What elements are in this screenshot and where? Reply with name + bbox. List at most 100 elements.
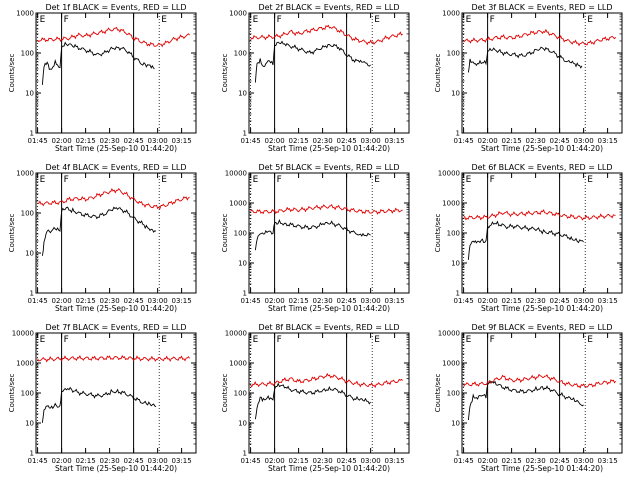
chart-title: Det 5f BLACK = Events, RED = LLD xyxy=(258,163,399,172)
chart-panel-8: Det 8f BLACK = Events, RED = LLD 1 10 100 10… xyxy=(221,323,410,473)
x-tick-label: 03:15 xyxy=(598,457,618,465)
x-tick-label: 02:30 xyxy=(313,137,333,145)
y-tick-label: 10 xyxy=(451,420,460,428)
x-tick-label: 02:15 xyxy=(289,297,309,305)
y-tick-label: 1000 xyxy=(442,360,460,368)
lld-series-line xyxy=(37,187,190,210)
lld-series-line xyxy=(463,209,616,221)
y-tick-label: 1 xyxy=(243,130,247,138)
x-tick-label: 02:00 xyxy=(265,297,285,305)
chart-panel-7: Det 7f BLACK = Events, RED = LLD 1 10 100 10… xyxy=(8,323,197,473)
y-axis-label: Counts/sec xyxy=(434,214,442,253)
x-axis-label: Start Time (25-Sep-10 01:44:20) xyxy=(481,144,603,153)
x-tick-label: 02:15 xyxy=(76,137,96,145)
x-tick-label: 02:30 xyxy=(526,137,546,145)
y-tick-label: 1000 xyxy=(442,200,460,208)
y-axis-label: Counts/sec xyxy=(8,374,16,413)
events-series-line xyxy=(467,380,584,421)
y-tick-label: 10 xyxy=(25,90,34,98)
x-axis-label: Start Time (25-Sep-10 01:44:20) xyxy=(268,144,390,153)
y-tick-label: 10 xyxy=(25,250,34,258)
x-tick-label: 02:45 xyxy=(550,137,570,145)
chart-panel-6: Det 6f BLACK = Events, RED = LLD 1 10 100 10… xyxy=(434,163,623,313)
x-tick-label: 02:30 xyxy=(313,297,333,305)
marker-label: E xyxy=(587,335,593,345)
x-tick-label: 02:00 xyxy=(478,297,498,305)
x-tick-label: 03:15 xyxy=(172,457,192,465)
chart-title: Det 3f BLACK = Events, RED = LLD xyxy=(471,3,612,12)
plot-frame xyxy=(35,12,197,134)
x-tick-label: 03:15 xyxy=(172,297,192,305)
y-tick-label: 100 xyxy=(447,50,460,58)
x-tick-label: 02:00 xyxy=(52,457,72,465)
marker-label: E xyxy=(253,15,259,25)
y-tick-label: 1000 xyxy=(442,10,460,18)
y-tick-label: 1 xyxy=(456,290,460,298)
x-tick-label: 02:45 xyxy=(550,457,570,465)
plot-frame xyxy=(35,172,197,294)
plot-frame xyxy=(461,12,623,134)
y-tick-label: 10 xyxy=(238,90,247,98)
lld-series-line xyxy=(463,28,616,47)
x-tick-label: 01:45 xyxy=(454,297,474,305)
marker-label: E xyxy=(374,175,380,185)
chart-panel-4: Det 4f BLACK = Events, RED = LLD 1 10 100 10… xyxy=(8,163,197,313)
y-tick-label: 10 xyxy=(25,420,34,428)
x-axis-label: Start Time (25-Sep-10 01:44:20) xyxy=(55,464,177,473)
x-tick-label: 03:00 xyxy=(361,457,381,465)
y-tick-label: 1 xyxy=(456,450,460,458)
marker-label: E xyxy=(466,15,472,25)
chart-title: Det 1f BLACK = Events, RED = LLD xyxy=(45,3,186,12)
chart-title: Det 6f BLACK = Events, RED = LLD xyxy=(471,163,612,172)
x-tick-label: 02:15 xyxy=(289,457,309,465)
x-tick-label: 03:15 xyxy=(172,137,192,145)
y-tick-label: 100 xyxy=(447,390,460,398)
x-tick-label: 03:00 xyxy=(574,297,594,305)
x-tick-label: 02:30 xyxy=(313,457,333,465)
x-tick-label: 02:30 xyxy=(526,297,546,305)
chart-panel-3: Det 3f BLACK = Events, RED = LLD 1 10 100 10… xyxy=(434,3,623,153)
x-tick-label: 02:15 xyxy=(76,297,96,305)
y-tick-label: 10000 xyxy=(438,330,460,338)
x-tick-label: 02:15 xyxy=(76,457,96,465)
lld-series-line xyxy=(37,26,190,48)
y-tick-label: 100 xyxy=(21,390,34,398)
marker-label: E xyxy=(466,175,472,185)
marker-label: F xyxy=(64,175,69,185)
plot-frame xyxy=(461,332,623,454)
marker-label: E xyxy=(40,335,46,345)
x-tick-label: 02:00 xyxy=(478,457,498,465)
x-tick-label: 02:15 xyxy=(289,137,309,145)
marker-label: F xyxy=(277,15,282,25)
events-series-line xyxy=(467,220,584,260)
x-tick-label: 02:00 xyxy=(52,137,72,145)
y-axis-label: Counts/sec xyxy=(434,54,442,93)
marker-label: E xyxy=(587,15,593,25)
y-tick-label: 1000 xyxy=(229,360,247,368)
marker-label: E xyxy=(40,15,46,25)
y-tick-label: 1000 xyxy=(16,10,34,18)
y-tick-label: 10 xyxy=(238,260,247,268)
x-tick-label: 03:15 xyxy=(385,137,405,145)
chart-title: Det 8f BLACK = Events, RED = LLD xyxy=(258,323,399,332)
chart-title: Det 7f BLACK = Events, RED = LLD xyxy=(45,323,186,332)
marker-label: F xyxy=(490,335,495,345)
events-series-line xyxy=(41,206,157,256)
marker-label: E xyxy=(40,175,46,185)
events-series-line xyxy=(41,386,157,423)
y-tick-label: 100 xyxy=(234,230,247,238)
x-tick-label: 03:15 xyxy=(598,137,618,145)
y-tick-label: 10 xyxy=(451,90,460,98)
y-axis-label: Counts/sec xyxy=(221,54,229,93)
y-tick-label: 1000 xyxy=(16,360,34,368)
x-tick-label: 01:45 xyxy=(454,137,474,145)
x-tick-label: 03:00 xyxy=(148,297,168,305)
events-series-line xyxy=(41,41,155,85)
y-tick-label: 1 xyxy=(30,290,34,298)
x-axis-label: Start Time (25-Sep-10 01:44:20) xyxy=(481,304,603,313)
y-tick-label: 10 xyxy=(451,260,460,268)
chart-panel-1: Det 1f BLACK = Events, RED = LLD 1 10 100 10… xyxy=(8,3,197,153)
x-tick-label: 02:00 xyxy=(478,137,498,145)
x-tick-label: 02:30 xyxy=(100,297,120,305)
